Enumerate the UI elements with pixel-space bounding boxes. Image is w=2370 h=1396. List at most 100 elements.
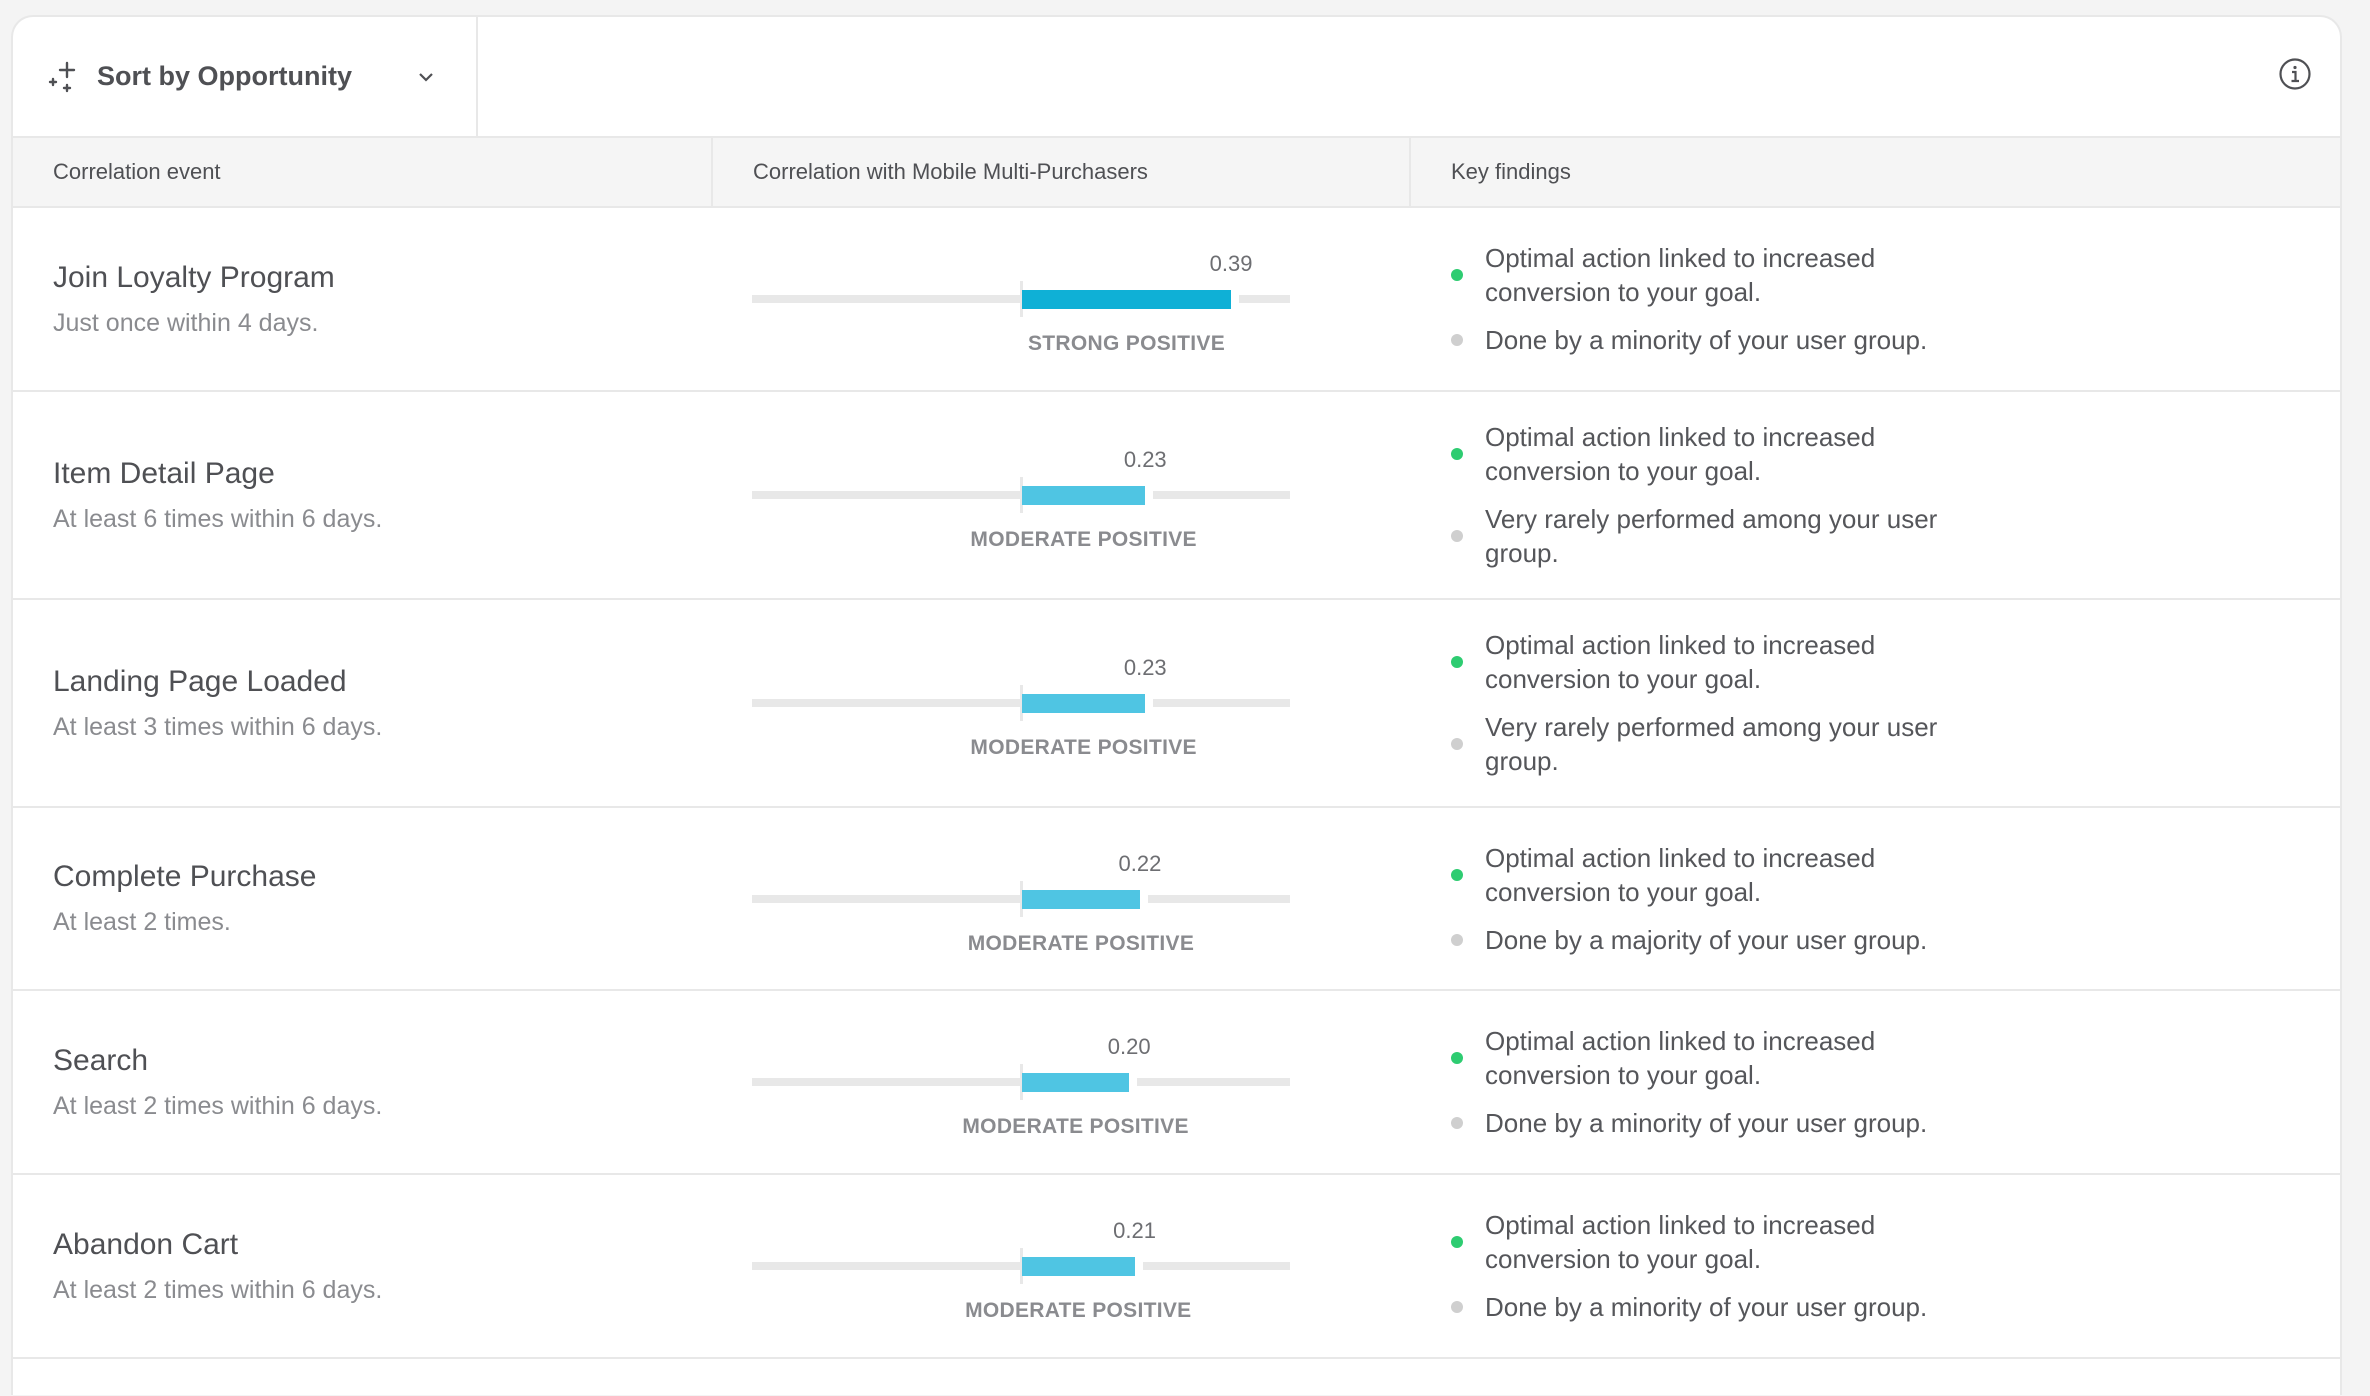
table-row[interactable]	[13, 1359, 2340, 1395]
event-subtitle: Just once within 4 days.	[53, 308, 319, 337]
correlation-bar	[1022, 694, 1146, 713]
correlation-cell: 0.22 MODERATE POSITIVE	[711, 808, 1411, 989]
column-header-row: Correlation event Correlation with Mobil…	[13, 138, 2340, 208]
event-subtitle: At least 2 times.	[53, 908, 231, 936]
correlation-bar	[1022, 1257, 1135, 1276]
column-header-findings[interactable]: Key findings	[1409, 138, 2340, 206]
table-row[interactable]: Search At least 2 times within 6 days. 0…	[13, 991, 2340, 1175]
zero-line	[1020, 1248, 1023, 1284]
findings-cell: Optimal action linked to increased conve…	[1411, 600, 2340, 806]
neutral-dot-icon	[1451, 738, 1463, 750]
event-cell: Item Detail Page At least 6 times within…	[13, 392, 711, 598]
findings-cell: Optimal action linked to increased conve…	[1411, 392, 2340, 598]
correlation-value: 0.23	[1123, 655, 1167, 680]
finding-text: Done by a minority of your user group.	[1485, 325, 1928, 355]
correlation-bar	[1022, 486, 1146, 505]
neutral-dot-icon	[1451, 1301, 1463, 1313]
zero-line	[1020, 880, 1023, 917]
positive-dot-icon	[1451, 269, 1463, 281]
chevron-down-icon	[406, 72, 446, 82]
column-header-correlation[interactable]: Correlation with Mobile Multi-Purchasers	[711, 138, 1409, 206]
event-title[interactable]: Search	[53, 1043, 149, 1077]
finding-text: Optimal action linked to increased conve…	[1485, 422, 1876, 486]
finding-item: Optimal action linked to increased conve…	[1451, 841, 2340, 909]
finding-text: Optimal action linked to increased conve…	[1485, 1210, 1876, 1274]
correlation-strength: MODERATE POSITIVE	[970, 736, 1197, 759]
correlation-bar	[1022, 889, 1140, 909]
correlation-strength: MODERATE POSITIVE	[967, 931, 1195, 955]
event-title[interactable]: Item Detail Page	[53, 456, 275, 490]
finding-text: Done by a minority of your user group.	[1485, 1292, 1928, 1322]
event-title[interactable]: Landing Page Loaded	[53, 664, 347, 698]
event-cell: Abandon Cart At least 2 times within 6 d…	[13, 1175, 711, 1357]
neutral-dot-icon	[1451, 334, 1463, 346]
zero-line	[1020, 281, 1023, 317]
positive-dot-icon	[1451, 1236, 1463, 1248]
finding-item: Done by a minority of your user group.	[1451, 1290, 2340, 1324]
table-row[interactable]: Landing Page Loaded At least 3 times wit…	[13, 600, 2340, 808]
correlation-bar	[1022, 290, 1232, 309]
sort-dropdown[interactable]: Sort by Opportunity	[13, 17, 478, 136]
correlation-cell: 0.39 STRONG POSITIVE	[711, 208, 1411, 390]
finding-text: Optimal action linked to increased conve…	[1485, 630, 1876, 694]
positive-dot-icon	[1451, 448, 1463, 460]
finding-item: Done by a minority of your user group.	[1451, 323, 2340, 357]
finding-text: Done by a majority of your user group.	[1485, 924, 1928, 955]
event-title[interactable]: Join Loyalty Program	[53, 260, 335, 294]
finding-text: Optimal action linked to increased conve…	[1485, 243, 1876, 307]
correlation-value: 0.22	[1118, 850, 1162, 876]
table-row[interactable]: Join Loyalty Program Just once within 4 …	[13, 208, 2340, 392]
positive-dot-icon	[1451, 868, 1463, 881]
event-cell: Complete Purchase At least 2 times.	[13, 808, 711, 989]
table-row[interactable]: Abandon Cart At least 2 times within 6 d…	[13, 1175, 2340, 1359]
event-cell: Landing Page Loaded At least 3 times wit…	[13, 600, 711, 806]
finding-item: Optimal action linked to increased conve…	[1451, 628, 2340, 696]
neutral-dot-icon	[1451, 1117, 1463, 1129]
event-subtitle: At least 6 times within 6 days.	[53, 504, 383, 533]
event-title[interactable]: Abandon Cart	[53, 1227, 239, 1261]
correlation-cell: 0.23 MODERATE POSITIVE	[711, 600, 1411, 806]
event-subtitle: At least 3 times within 6 days.	[53, 712, 383, 741]
correlation-strength: MODERATE POSITIVE	[962, 1115, 1189, 1138]
correlation-value: 0.39	[1209, 251, 1253, 276]
event-title[interactable]: Complete Purchase	[53, 860, 317, 893]
correlation-cell: 0.23 MODERATE POSITIVE	[711, 392, 1411, 598]
correlation-card: Sort by Opportunity Correlation event Co…	[11, 15, 2342, 1395]
finding-text: Done by a minority of your user group.	[1485, 1108, 1928, 1138]
correlation-cell: 0.20 MODERATE POSITIVE	[711, 991, 1411, 1173]
event-cell: Search At least 2 times within 6 days.	[13, 991, 711, 1173]
column-header-event[interactable]: Correlation event	[53, 159, 221, 184]
event-subtitle: At least 2 times within 6 days.	[53, 1275, 383, 1304]
finding-item: Optimal action linked to increased conve…	[1451, 241, 2340, 309]
finding-item: Optimal action linked to increased conve…	[1451, 420, 2340, 488]
correlation-value: 0.23	[1123, 447, 1167, 472]
correlation-value: 0.21	[1113, 1218, 1156, 1243]
toolbar: Sort by Opportunity	[13, 17, 2340, 138]
finding-item: Done by a majority of your user group.	[1451, 923, 2340, 957]
correlation-value: 0.20	[1107, 1034, 1151, 1059]
positive-dot-icon	[1451, 656, 1463, 668]
finding-text: Very rarely performed among your user gr…	[1485, 504, 1938, 568]
finding-item: Optimal action linked to increased conve…	[1451, 1208, 2340, 1276]
table-row[interactable]: Item Detail Page At least 6 times within…	[13, 392, 2340, 600]
zero-line	[1020, 1064, 1023, 1100]
finding-item: Very rarely performed among your user gr…	[1451, 710, 2340, 778]
finding-text: Very rarely performed among your user gr…	[1485, 712, 1938, 776]
positive-dot-icon	[1451, 1052, 1463, 1064]
correlation-strength: STRONG POSITIVE	[1028, 332, 1226, 355]
sparkle-icon	[48, 61, 76, 92]
correlation-cell: 0.21 MODERATE POSITIVE	[711, 1175, 1411, 1357]
correlation-table-body: Join Loyalty Program Just once within 4 …	[13, 208, 2340, 1395]
event-subtitle: At least 2 times within 6 days.	[53, 1091, 383, 1120]
findings-cell: Optimal action linked to increased conve…	[1411, 808, 2340, 989]
sort-label: Sort by Opportunity	[97, 61, 352, 91]
table-row[interactable]: Complete Purchase At least 2 times. 0.22…	[13, 808, 2340, 991]
finding-text: Optimal action linked to increased conve…	[1485, 1026, 1876, 1090]
zero-line	[1020, 477, 1023, 513]
info-icon[interactable]	[2278, 57, 2312, 91]
zero-line	[1020, 685, 1023, 721]
correlation-bar	[1022, 1073, 1130, 1092]
finding-text: Optimal action linked to increased conve…	[1485, 842, 1876, 907]
finding-item: Optimal action linked to increased conve…	[1451, 1024, 2340, 1092]
finding-item: Very rarely performed among your user gr…	[1451, 502, 2340, 570]
